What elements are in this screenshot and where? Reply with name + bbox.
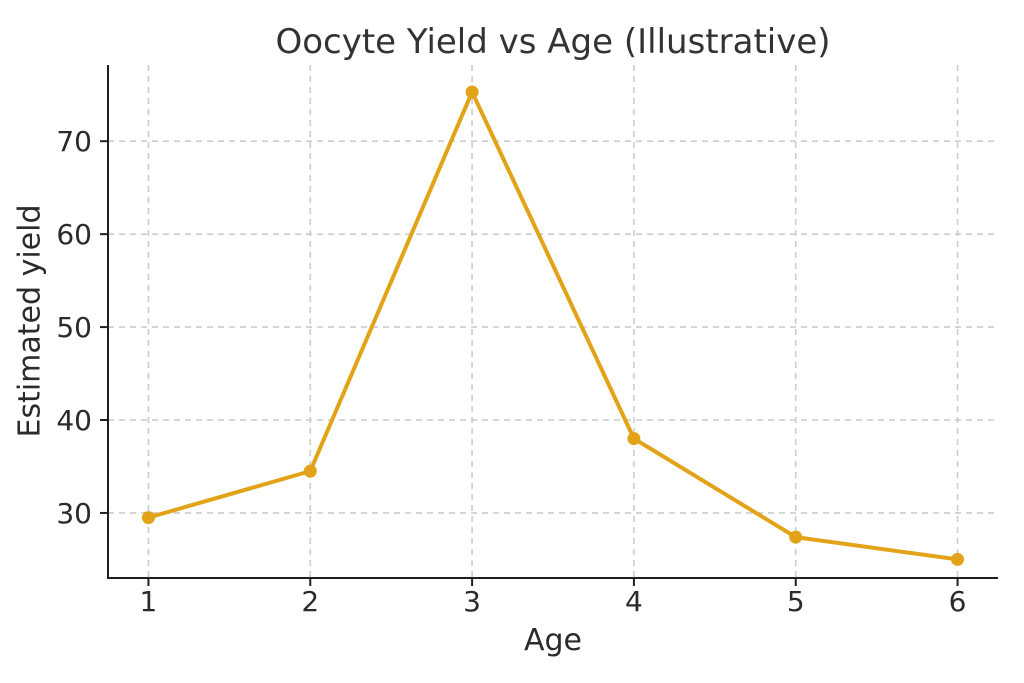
x-tick-label: 1 xyxy=(140,585,158,618)
data-point xyxy=(789,530,803,544)
x-tick-label: 3 xyxy=(463,585,481,618)
x-axis-label: Age xyxy=(523,623,583,658)
y-tick-label: 70 xyxy=(56,125,92,158)
data-point xyxy=(141,511,155,525)
axis-spines xyxy=(107,65,998,579)
axis-tick-marks xyxy=(100,140,959,586)
x-tick-label: 5 xyxy=(787,585,805,618)
x-tick-label: 4 xyxy=(625,585,643,618)
y-tick-label: 40 xyxy=(56,404,92,437)
x-tick-labels: 1 2 3 4 5 6 xyxy=(140,585,967,618)
y-tick-label: 30 xyxy=(56,497,92,530)
data-point xyxy=(951,552,965,566)
x-tick-label: 6 xyxy=(949,585,967,618)
data-point xyxy=(627,432,641,446)
series-line xyxy=(146,89,960,562)
y-tick-label: 60 xyxy=(56,218,92,251)
gridlines xyxy=(108,65,998,578)
data-point-markers xyxy=(141,85,965,566)
x-tick-label: 2 xyxy=(301,585,319,618)
data-point xyxy=(303,464,317,478)
y-tick-labels: 30 40 50 60 70 xyxy=(56,125,92,530)
chart-title: Oocyte Yield vs Age (Illustrative) xyxy=(275,22,831,62)
y-tick-label: 50 xyxy=(56,311,92,344)
data-point xyxy=(465,85,479,99)
